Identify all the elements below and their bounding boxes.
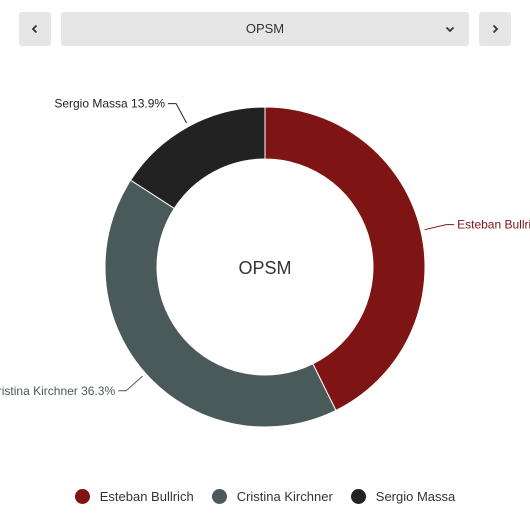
legend-swatch: [350, 489, 366, 504]
next-button[interactable]: [479, 12, 511, 46]
slice-esteban-bullrich[interactable]: [264, 106, 426, 412]
chevron-left-icon: [31, 24, 38, 34]
data-label-esteban-bullrich: Esteban Bullrich 37.4%: [457, 218, 530, 232]
legend-item-sergio-massa[interactable]: Sergio Massa: [350, 489, 456, 504]
chart-center-label: OPSM: [238, 258, 291, 278]
selected-poll-label: OPSM: [245, 21, 285, 36]
donut-callouts: Esteban Bullrich 37.4% Cristina Kirchner …: [0, 97, 530, 398]
chart-legend: Esteban Bullrich Cristina Kirchner Sergio …: [0, 489, 530, 504]
legend-label: Cristina Kirchner: [236, 489, 333, 504]
legend-swatch: [74, 489, 90, 504]
chevron-down-icon: [445, 26, 455, 33]
slice-cristina-kirchner[interactable]: [104, 179, 337, 428]
legend-label: Esteban Bullrich: [99, 489, 194, 504]
donut-slices: [104, 106, 426, 428]
legend-label: Sergio Massa: [375, 489, 456, 504]
poll-selector-dropdown[interactable]: OPSM: [61, 12, 469, 46]
data-label-cristina-kirchner: Cristina Kirchner 36.3%: [0, 384, 115, 398]
slice-sergio-massa[interactable]: [129, 106, 266, 210]
donut-chart: Esteban Bullrich 37.4% Cristina Kirchner …: [0, 97, 530, 428]
callout-line-sergio-massa: [168, 103, 188, 124]
legend-item-cristina-kirchner[interactable]: Cristina Kirchner: [211, 489, 333, 504]
data-label-sergio-massa: Sergio Massa 13.9%: [54, 97, 165, 111]
previous-button[interactable]: [19, 12, 51, 46]
callout-line-cristina-kirchner: [118, 375, 143, 392]
legend-swatch: [211, 489, 227, 504]
callout-line-esteban-bullrich: [424, 224, 455, 231]
legend-item-esteban-bullrich[interactable]: Esteban Bullrich: [74, 489, 194, 504]
chevron-right-icon: [492, 24, 499, 34]
